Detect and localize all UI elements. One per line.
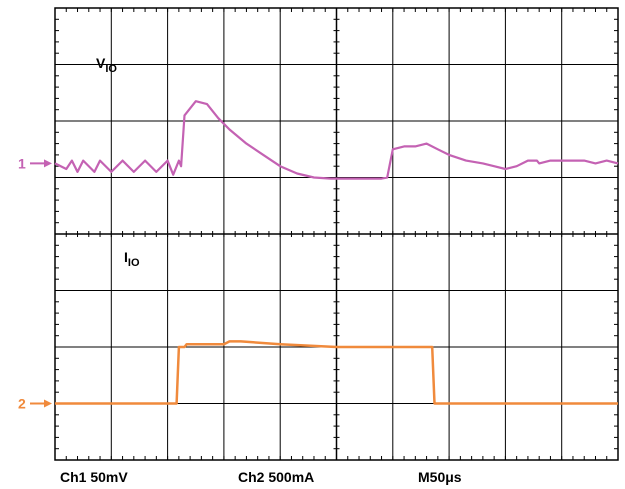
trace-series-2 xyxy=(55,340,618,405)
ch1-scale-label: Ch1 50mV xyxy=(60,469,128,485)
trace-series-1 xyxy=(54,100,619,180)
series-label-i: IIO xyxy=(124,249,140,269)
ch2-scale-label: Ch2 500mA xyxy=(238,469,314,485)
timebase-label: M50μs xyxy=(418,469,462,485)
channel-marker-head-1 xyxy=(44,159,52,168)
channel-marker-label-2: 2 xyxy=(18,396,26,412)
series-label-v: VIO xyxy=(96,55,117,75)
channel-marker-label-1: 1 xyxy=(18,155,26,171)
channel-marker-head-2 xyxy=(44,399,52,408)
channel-markers: 12 xyxy=(18,155,52,412)
traces xyxy=(54,100,619,405)
graticule xyxy=(54,7,619,461)
